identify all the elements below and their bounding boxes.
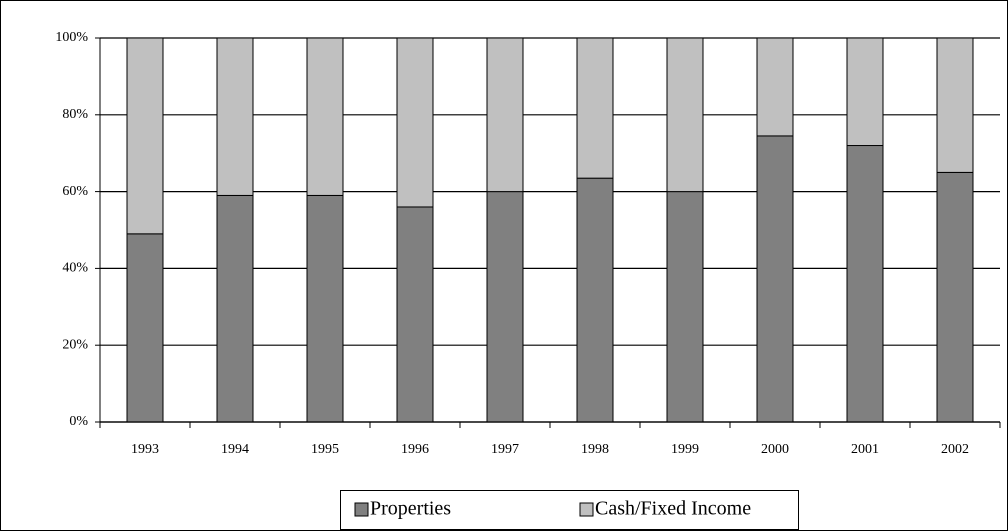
- x-tick-label: 1996: [401, 442, 429, 457]
- y-tick-label: 80%: [62, 107, 88, 122]
- bar-segment: [756, 135, 794, 423]
- x-tick-label: 2000: [761, 442, 789, 457]
- bar-segment: [936, 171, 974, 423]
- bar-segment: [396, 206, 434, 423]
- bar-segment: [216, 37, 254, 196]
- x-tick-label: 1998: [581, 442, 609, 457]
- bar-segment: [846, 145, 884, 423]
- bar-segment: [486, 191, 524, 423]
- y-tick-label: 20%: [62, 337, 88, 352]
- legend-label: Properties: [370, 498, 451, 520]
- bar-segment: [126, 37, 164, 235]
- x-tick-label: 1999: [671, 442, 699, 457]
- bar-segment: [666, 37, 704, 193]
- x-tick-label: 2002: [941, 442, 969, 457]
- bar-segment: [756, 37, 794, 137]
- y-tick-label: 100%: [55, 30, 88, 45]
- bar-segment: [576, 37, 614, 179]
- bar-segment: [936, 37, 974, 173]
- x-tick-label: 2001: [851, 442, 879, 457]
- bar-segment: [666, 191, 704, 423]
- bar-segment: [306, 194, 344, 423]
- x-tick-label: 1993: [131, 442, 159, 457]
- bar-segment: [396, 37, 434, 208]
- legend-box: [340, 490, 799, 530]
- y-tick-label: 40%: [62, 261, 88, 276]
- x-tick-label: 1994: [221, 442, 249, 457]
- legend-label: Cash/Fixed Income: [595, 498, 751, 520]
- legend-swatch: [354, 502, 369, 517]
- bar-segment: [306, 37, 344, 196]
- x-tick-label: 1997: [491, 442, 519, 457]
- bar-segment: [576, 177, 614, 423]
- y-tick-label: 0%: [69, 414, 88, 429]
- bar-segment: [486, 37, 524, 193]
- bar-segment: [126, 233, 164, 423]
- legend-swatch: [579, 502, 594, 517]
- y-tick-label: 60%: [62, 184, 88, 199]
- bar-segment: [846, 37, 884, 147]
- bar-segment: [216, 194, 254, 423]
- x-tick-label: 1995: [311, 442, 339, 457]
